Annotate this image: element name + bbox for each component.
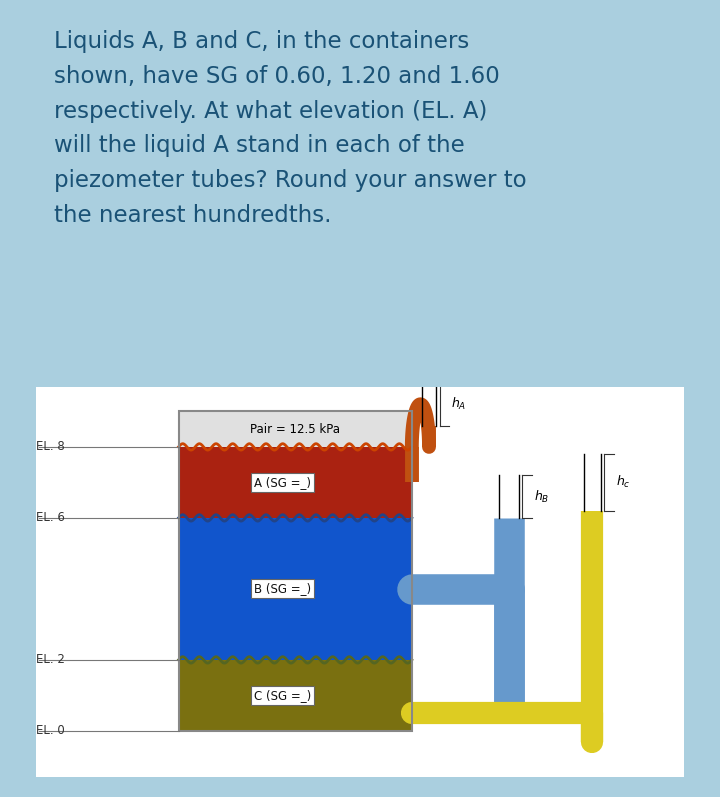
- Bar: [179, 660, 412, 731]
- Text: Pair = 12.5 kPa: Pair = 12.5 kPa: [251, 422, 340, 436]
- FancyBboxPatch shape: [23, 379, 697, 785]
- Bar: [179, 411, 412, 447]
- Text: Liquids A, B and C, in the containers
shown, have SG of 0.60, 1.20 and 1.60
resp: Liquids A, B and C, in the containers sh…: [54, 30, 526, 227]
- Text: B (SG =_): B (SG =_): [253, 583, 311, 595]
- Text: C (SG =_): C (SG =_): [253, 689, 311, 702]
- Text: A (SG =_): A (SG =_): [253, 476, 311, 489]
- Text: EL. 0: EL. 0: [36, 724, 65, 737]
- Text: EL. 8: EL. 8: [36, 441, 65, 453]
- Bar: [179, 447, 412, 518]
- Text: $h_B$: $h_B$: [534, 489, 549, 505]
- Text: EL. 6: EL. 6: [36, 512, 65, 524]
- Bar: [179, 518, 412, 660]
- Text: $h_A$: $h_A$: [451, 396, 467, 412]
- Text: EL. 2: EL. 2: [36, 654, 65, 666]
- Text: $h_c$: $h_c$: [616, 474, 631, 490]
- Bar: [179, 411, 412, 731]
